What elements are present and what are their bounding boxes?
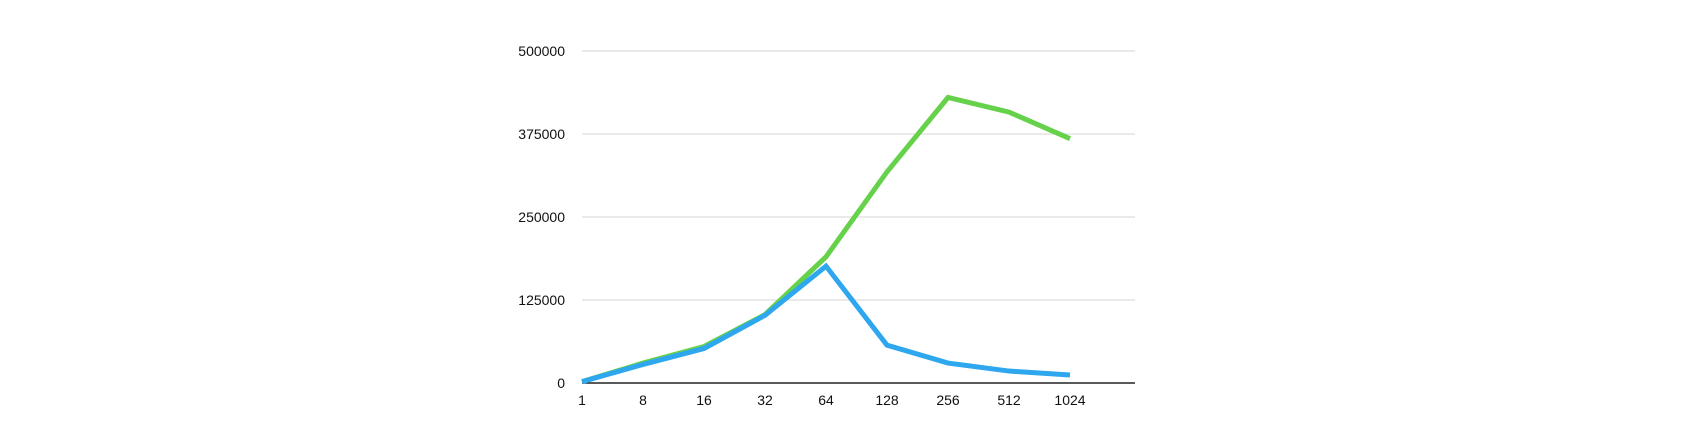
x-tick-label: 1024: [1054, 392, 1085, 408]
x-tick-label: 64: [818, 392, 834, 408]
x-tick-label: 512: [997, 392, 1021, 408]
x-tick-label: 1: [578, 392, 586, 408]
x-tick-label: 32: [757, 392, 773, 408]
y-tick-label: 0: [557, 375, 565, 391]
x-axis-ticks: 1 8 16 32 64 128 256 512 1024: [578, 392, 1086, 408]
y-tick-label: 500000: [518, 43, 565, 59]
x-tick-label: 256: [936, 392, 960, 408]
y-tick-label: 375000: [518, 126, 565, 142]
x-tick-label: 128: [875, 392, 899, 408]
series-lines: [581, 94, 1071, 385]
y-axis-ticks: 0 125000 250000 375000 500000: [518, 43, 565, 391]
y-tick-label: 125000: [518, 292, 565, 308]
gridlines: [582, 50, 1135, 301]
x-tick-label: 8: [639, 392, 647, 408]
y-tick-label: 250000: [518, 209, 565, 225]
series-line-1: [581, 94, 1071, 385]
series-line-2: [581, 262, 1071, 385]
x-tick-label: 16: [696, 392, 712, 408]
